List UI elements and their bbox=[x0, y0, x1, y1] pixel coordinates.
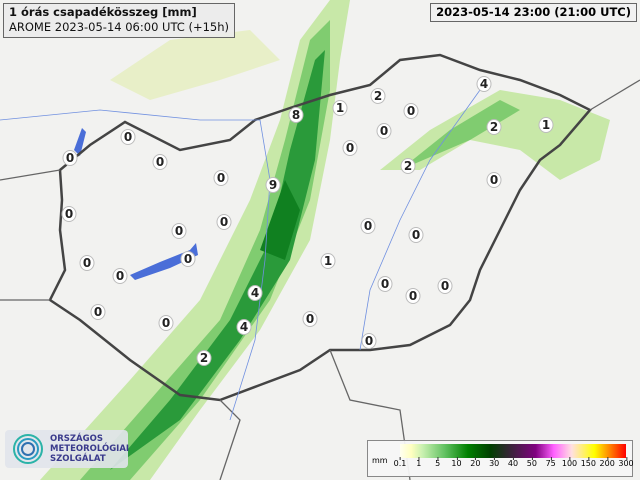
valid-time: 2023-05-14 23:00 (21:00 UTC) bbox=[430, 3, 637, 22]
map-title: 1 órás csapadékösszeg [mm] bbox=[9, 5, 197, 19]
precip-value: 0 bbox=[405, 288, 421, 304]
precip-value: 0 bbox=[180, 251, 196, 267]
precip-value: 8 bbox=[288, 107, 304, 123]
precip-value: 0 bbox=[342, 140, 358, 156]
logo-line2: METEOROLÓGIAI bbox=[50, 444, 130, 454]
precip-value: 0 bbox=[79, 255, 95, 271]
precip-value: 0 bbox=[377, 276, 393, 292]
legend-tick: 300 bbox=[618, 457, 634, 468]
precip-value: 0 bbox=[90, 304, 106, 320]
precip-value: 0 bbox=[152, 154, 168, 170]
lakes bbox=[74, 128, 198, 280]
color-legend: mm 0.1 1 5 10 20 30 40 50 75 100 150 200 300 bbox=[367, 440, 634, 477]
legend-tick: 10 bbox=[451, 457, 462, 468]
precip-value: 4 bbox=[247, 285, 263, 301]
legend-unit: mm bbox=[372, 456, 388, 465]
omsz-logo: ORSZÁGOS METEOROLÓGIAI SZOLGÁLAT bbox=[5, 430, 130, 468]
precip-value: 0 bbox=[486, 172, 502, 188]
precip-value: 0 bbox=[171, 223, 187, 239]
precip-value: 0 bbox=[120, 129, 136, 145]
precip-value: 9 bbox=[265, 177, 281, 193]
logo-line3: SZOLGÁLAT bbox=[50, 454, 106, 464]
precip-value: 2 bbox=[486, 119, 502, 135]
logo-spiral-icon bbox=[13, 434, 43, 464]
precip-value: 1 bbox=[332, 100, 348, 116]
legend-tick: 40 bbox=[507, 457, 519, 468]
legend-tick: 0.1 bbox=[393, 457, 407, 468]
legend-tick: 1 bbox=[416, 457, 422, 468]
rain-field bbox=[40, 0, 610, 480]
model-run: AROME 2023-05-14 06:00 UTC (+15h) bbox=[9, 20, 230, 34]
precip-value: 4 bbox=[236, 319, 252, 335]
legend-tick: 150 bbox=[580, 457, 596, 468]
precip-value: 0 bbox=[376, 123, 392, 139]
precip-value: 1 bbox=[320, 253, 336, 269]
precip-value: 0 bbox=[302, 311, 318, 327]
precip-value: 2 bbox=[196, 350, 212, 366]
precip-value: 0 bbox=[437, 278, 453, 294]
precip-value: 2 bbox=[400, 158, 416, 174]
hungary-border bbox=[48, 53, 592, 402]
precip-value: 0 bbox=[361, 333, 377, 349]
precip-value: 4 bbox=[476, 76, 492, 92]
precip-value: 0 bbox=[61, 206, 77, 222]
precip-value: 0 bbox=[112, 268, 128, 284]
legend-tick: 200 bbox=[599, 457, 615, 468]
precip-value: 0 bbox=[213, 170, 229, 186]
legend-tick: 5 bbox=[435, 457, 441, 468]
precip-value: 0 bbox=[62, 150, 78, 166]
precip-value: 0 bbox=[360, 218, 376, 234]
logo-line1: ORSZÁGOS bbox=[50, 434, 103, 444]
precip-value: 0 bbox=[158, 315, 174, 331]
precip-value: 0 bbox=[403, 103, 419, 119]
precip-value: 0 bbox=[216, 214, 232, 230]
precip-value: 0 bbox=[408, 227, 424, 243]
legend-tick: 30 bbox=[489, 457, 500, 468]
legend-tick: 100 bbox=[561, 457, 578, 468]
legend-colorbar bbox=[400, 444, 626, 458]
legend-tick: 75 bbox=[545, 457, 556, 468]
precip-value: 2 bbox=[370, 88, 386, 104]
precip-value: 1 bbox=[538, 117, 554, 133]
legend-tick: 50 bbox=[526, 457, 537, 468]
legend-tick: 20 bbox=[470, 457, 481, 468]
map-title-box: 1 órás csapadékösszeg [mm] AROME 2023-05… bbox=[3, 3, 236, 38]
rivers bbox=[0, 89, 481, 421]
